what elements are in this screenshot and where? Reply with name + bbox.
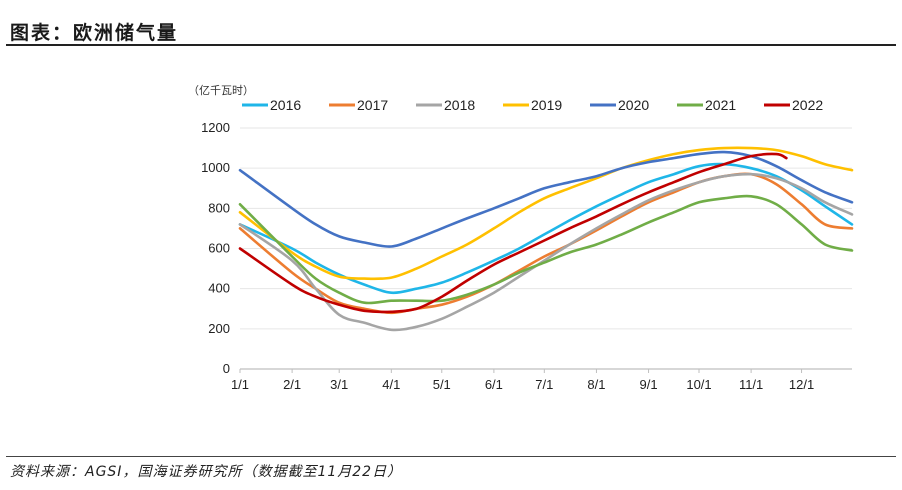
footer-rule	[6, 456, 896, 457]
series-line-2019	[238, 146, 854, 281]
y-tick-label: 200	[208, 321, 230, 336]
legend-label: 2021	[705, 97, 736, 113]
x-tick-label: 2/1	[283, 377, 301, 392]
legend-label: 2017	[357, 97, 388, 113]
series-line-2016	[238, 162, 854, 295]
x-tick-label: 6/1	[485, 377, 503, 392]
x-tick-label: 11/1	[739, 377, 763, 392]
figure-title: 图表：欧洲储气量	[10, 22, 179, 44]
legend-label: 2019	[531, 97, 562, 113]
axes: 0 200 400 600 800 1000 1200 1/1 2/1 3/1 4/1 5/1 6/1 7…	[201, 120, 852, 392]
legend-label: 2020	[618, 97, 649, 113]
legend-item-2018: 2018	[416, 97, 475, 113]
x-tick-label: 1/1	[231, 377, 249, 392]
x-tick-label: 4/1	[382, 377, 400, 392]
x-tick-label: 10/1	[686, 377, 711, 392]
legend-item-2022: 2022	[764, 97, 823, 113]
x-tick-label: 5/1	[433, 377, 451, 392]
legend-item-2016: 2016	[242, 97, 301, 113]
y-tick-label: 0	[223, 361, 230, 376]
series-lines	[238, 146, 854, 332]
x-tick-label: 3/1	[330, 377, 348, 392]
unit-label: （亿千瓦时）	[188, 84, 254, 97]
legend: 2016 2017 2018 2019 2020 2021 2022	[242, 97, 823, 113]
legend-item-2020: 2020	[590, 97, 649, 113]
grid-lines	[240, 127, 852, 330]
series-line-2017	[238, 172, 854, 315]
x-tick-label: 12/1	[789, 377, 814, 392]
legend-label: 2022	[792, 97, 823, 113]
title-rule	[6, 44, 896, 46]
series-line-2022	[238, 152, 788, 314]
x-tick-label: 9/1	[640, 377, 658, 392]
legend-item-2017: 2017	[329, 97, 388, 113]
y-tick-label: 800	[208, 200, 230, 215]
legend-label: 2016	[270, 97, 301, 113]
source-note: 资料来源：AGSI，国海证券研究所（数据截至11月22日）	[10, 464, 403, 480]
y-tick-label: 600	[208, 241, 230, 256]
y-tick-label: 1000	[201, 160, 230, 175]
series-line-2021	[238, 194, 854, 305]
series-line-2018	[238, 172, 854, 332]
legend-label: 2018	[444, 97, 475, 113]
legend-item-2021: 2021	[677, 97, 736, 113]
y-tick-label: 1200	[201, 120, 230, 135]
legend-item-2019: 2019	[503, 97, 562, 113]
y-tick-label: 400	[208, 281, 230, 296]
x-tick-label: 8/1	[587, 377, 605, 392]
x-tick-label: 7/1	[535, 377, 553, 392]
